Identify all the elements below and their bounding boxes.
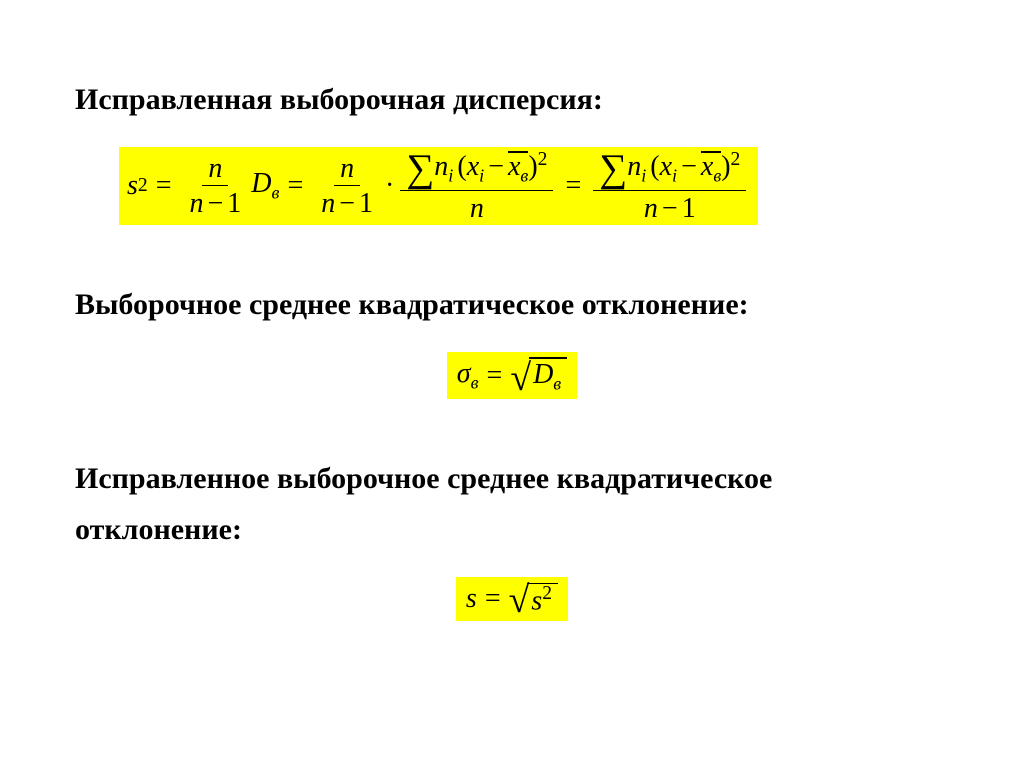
- formula-highlight-1: s2 = n n−1 Dв = n n−1 · ∑ni(xi−xв)2: [119, 147, 758, 225]
- sqrt-s2: √ s2: [509, 583, 558, 615]
- formula-corrected-std: s = √ s2: [75, 577, 949, 621]
- formula-corrected-variance: s2 = n n−1 Dв = n n−1 · ∑ni(xi−xв)2: [119, 147, 949, 225]
- eq-4: =: [487, 362, 503, 390]
- frac-1: n n−1: [184, 155, 248, 218]
- formula-sample-std: σв = √ Dв: [75, 352, 949, 399]
- sym-s: s: [127, 172, 138, 200]
- frac-1-den: n−1: [184, 186, 248, 218]
- heading-corrected-std-l2: отклонение:: [75, 510, 949, 549]
- frac-1-num: n: [202, 155, 228, 186]
- eq-1: =: [156, 172, 172, 200]
- heading-corrected-variance: Исправленная выборочная дисперсия:: [75, 80, 949, 119]
- frac-2-num: n: [334, 155, 360, 186]
- slide: Исправленная выборочная дисперсия: s2 = …: [0, 0, 1024, 768]
- surd-icon: √: [510, 363, 531, 393]
- radicand-Dv: Dв: [529, 358, 567, 393]
- sym-s2: s: [466, 585, 477, 613]
- sym-s-exp: 2: [138, 176, 148, 196]
- heading-sample-std: Выборочное среднее квадратическое отклон…: [75, 285, 949, 324]
- sigma-icon-2: ∑: [599, 149, 627, 188]
- radicand-s2: s2: [527, 583, 558, 615]
- frac-sum-num: ∑ni(xi−xв)2: [400, 149, 553, 191]
- sqrt-Dv: √ Dв: [510, 358, 567, 393]
- sym-Dv: Dв: [251, 170, 279, 202]
- heading-corrected-std-l1: Исправленное выборочное среднее квадрати…: [75, 459, 949, 498]
- eq-5: =: [485, 585, 501, 613]
- eq-3: =: [565, 172, 581, 200]
- frac-sum-den: n: [464, 191, 490, 223]
- formula-highlight-3: s = √ s2: [456, 577, 568, 621]
- surd-icon-2: √: [509, 585, 530, 615]
- frac-final: ∑ni(xi−xв)2 n−1: [593, 149, 746, 223]
- formula-highlight-2: σв = √ Dв: [447, 352, 577, 399]
- sym-sigma: σв: [457, 360, 479, 392]
- frac-sum-over-n: ∑ni(xi−xв)2 n: [400, 149, 553, 223]
- sigma-icon: ∑: [406, 149, 434, 188]
- frac-2: n n−1: [315, 155, 379, 218]
- frac-2-den: n−1: [315, 186, 379, 218]
- frac-final-den: n−1: [638, 191, 702, 223]
- frac-final-num: ∑ni(xi−xв)2: [593, 149, 746, 191]
- eq-2: =: [287, 172, 303, 200]
